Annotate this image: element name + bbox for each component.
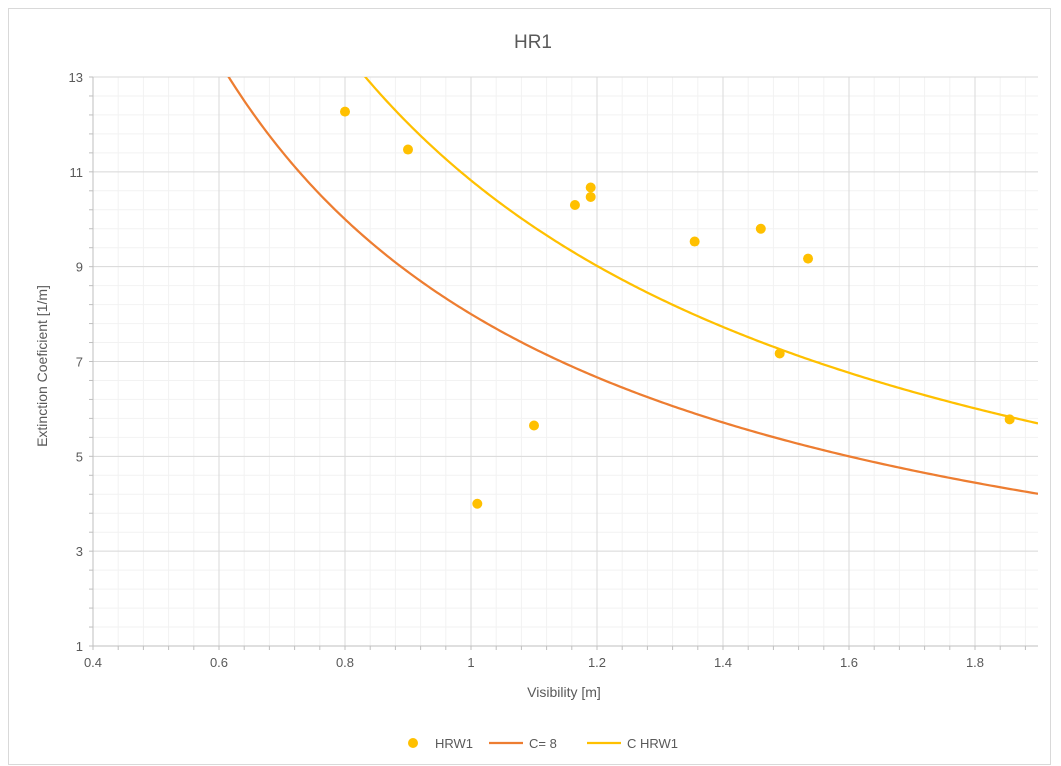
- data-point: [569, 200, 580, 211]
- x-tick-label: 1.2: [588, 655, 606, 670]
- data-point: [689, 236, 700, 247]
- x-tick-label: 1.4: [714, 655, 732, 670]
- x-tick-label: 1.8: [966, 655, 984, 670]
- y-tick-label: 13: [69, 70, 83, 85]
- legend-label-c-8: C= 8: [529, 736, 557, 751]
- y-tick-label: 9: [76, 260, 83, 275]
- x-tick-label: 0.6: [210, 655, 228, 670]
- legend-label-c-hrw1: C HRW1: [627, 736, 678, 751]
- chart-area: HR1 0.4 0.6 0.8 1 1.2 1.4 1.6 1.8 1 3 5 7 9 11 13 Vis…: [8, 8, 1051, 765]
- scatter-points: [340, 106, 1015, 509]
- legend: HRW1 C= 8 C HRW1: [408, 736, 678, 751]
- y-tick-label: 1: [76, 639, 83, 654]
- x-tick-label: 1: [467, 655, 474, 670]
- data-point: [585, 182, 596, 193]
- data-point: [403, 144, 413, 155]
- x-tick-label: 0.4: [84, 655, 102, 670]
- x-axis-label: Visibility [m]: [527, 684, 601, 700]
- y-tick-label: 7: [76, 355, 83, 370]
- y-tick-label: 3: [76, 544, 83, 559]
- x-tick-label: 0.8: [336, 655, 354, 670]
- data-point: [340, 106, 350, 117]
- y-tick-label: 5: [76, 449, 83, 464]
- data-point: [585, 191, 596, 202]
- curve-c-8: [227, 77, 1038, 495]
- x-tick-label: 1.6: [840, 655, 858, 670]
- x-tick-labels: 0.4 0.6 0.8 1 1.2 1.4 1.6 1.8: [84, 655, 984, 670]
- legend-label-hrw1: HRW1: [435, 736, 473, 751]
- data-point: [755, 223, 766, 234]
- data-point: [472, 498, 483, 509]
- data-point: [1004, 414, 1015, 425]
- data-point: [774, 348, 785, 359]
- data-point: [803, 253, 814, 264]
- data-point: [529, 420, 539, 431]
- curve-c-hrw1: [363, 77, 1038, 425]
- chart-title: HR1: [514, 32, 552, 53]
- major-gridlines: [92, 76, 1038, 647]
- y-axis-label: Extinction Coeficient [1/m]: [34, 285, 50, 447]
- y-tick-label: 11: [70, 165, 84, 180]
- curve-series: [227, 77, 1038, 495]
- axes: [89, 76, 1038, 650]
- legend-marker-hrw1: [408, 738, 418, 748]
